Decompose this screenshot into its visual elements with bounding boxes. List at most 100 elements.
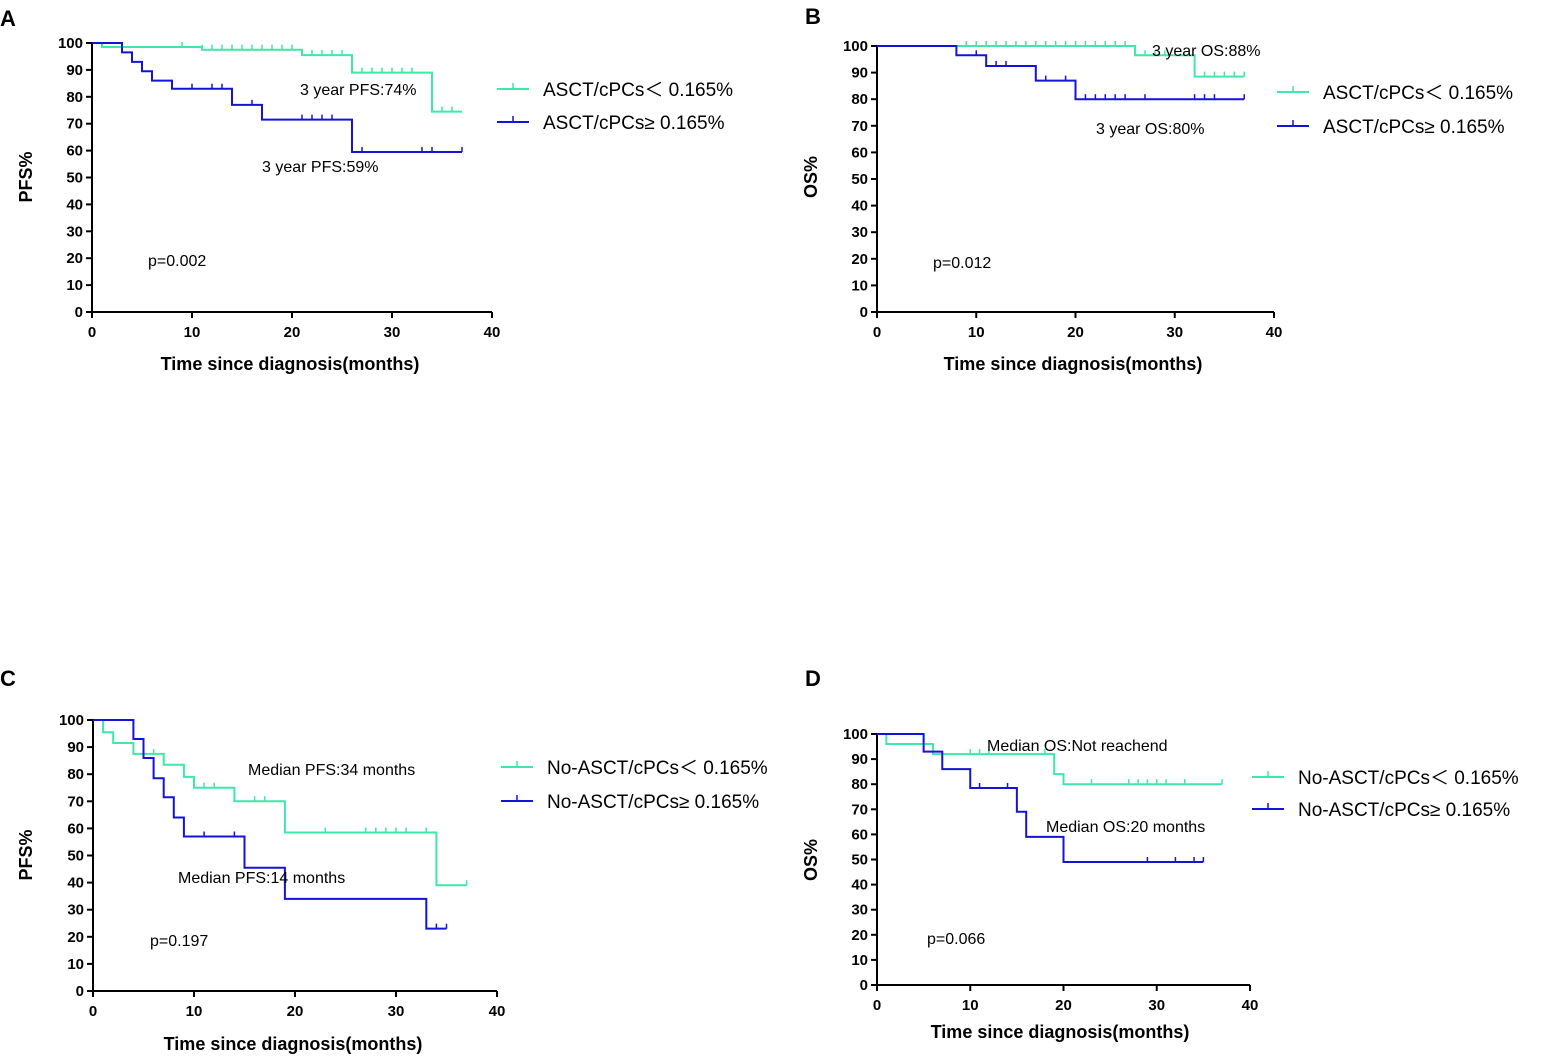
panel-letter: D — [805, 666, 821, 691]
x-tick-label: 10 — [962, 997, 979, 1014]
y-tick-label: 80 — [851, 91, 868, 108]
x-axis-title: Time since diagnosis(months) — [164, 1034, 423, 1054]
y-tick-label: 10 — [851, 277, 868, 294]
x-tick-label: 10 — [968, 324, 985, 341]
y-tick-label: 10 — [851, 952, 868, 969]
y-tick-label: 70 — [66, 116, 83, 133]
legend-label-low: ASCT/cPCs＜ 0.165% — [543, 80, 733, 101]
x-tick-label: 10 — [186, 1003, 203, 1020]
y-axis-title: PFS% — [16, 151, 36, 202]
y-tick-label: 0 — [76, 983, 84, 1000]
x-axis-title: Time since diagnosis(months) — [161, 354, 420, 374]
panel-letter: A — [0, 6, 16, 31]
panel-letter: B — [805, 4, 821, 29]
y-tick-label: 70 — [67, 793, 84, 810]
panel-c: C 0 10 20 30 40 50 60 70 80 90 100 0 10 20 30 40 Time sin… — [0, 666, 768, 1054]
panel-a: A 0 10 20 30 40 50 60 70 80 90 100 0 10 20 30 40 Time sin… — [0, 6, 733, 374]
km-curve-high — [92, 42, 462, 153]
y-tick-label: 60 — [67, 820, 84, 837]
panel-d: D 0 10 20 30 40 50 60 70 80 90 100 0 10 20 30 40 Time sin… — [801, 666, 1519, 1042]
y-tick-label: 50 — [67, 848, 84, 865]
legend-label-high: No-ASCT/cPCs≥ 0.165% — [547, 792, 759, 813]
y-tick-label: 60 — [851, 144, 868, 161]
annotation-low: Median OS:Not reachend — [987, 738, 1168, 755]
y-tick-label: 100 — [58, 35, 83, 52]
x-tick-label: 30 — [388, 1003, 405, 1020]
p-value: p=0.002 — [148, 253, 206, 270]
y-tick-label: 70 — [851, 118, 868, 135]
y-tick-label: 100 — [59, 712, 84, 729]
y-tick-label: 40 — [66, 196, 83, 213]
y-tick-label: 90 — [851, 751, 868, 768]
legend-label-low: ASCT/cPCs＜ 0.165% — [1323, 83, 1513, 104]
x-tick-label: 0 — [89, 1003, 97, 1020]
y-tick-label: 0 — [860, 304, 868, 321]
y-tick-label: 60 — [851, 826, 868, 843]
y-tick-label: 20 — [67, 929, 84, 946]
y-tick-label: 60 — [66, 143, 83, 160]
y-tick-label: 20 — [851, 251, 868, 268]
y-tick-label: 100 — [843, 726, 868, 743]
x-axis-title: Time since diagnosis(months) — [931, 1022, 1190, 1042]
annotation-high: Median OS:20 months — [1046, 819, 1205, 836]
p-value: p=0.197 — [150, 933, 208, 950]
x-tick-label: 40 — [1242, 997, 1259, 1014]
y-tick-label: 50 — [66, 170, 83, 187]
annotation-low: 3 year OS:88% — [1152, 43, 1261, 60]
legend-label-high: No-ASCT/cPCs≥ 0.165% — [1298, 800, 1510, 821]
y-tick-label: 30 — [851, 224, 868, 241]
y-tick-label: 40 — [67, 875, 84, 892]
y-tick-label: 0 — [75, 304, 83, 321]
y-tick-label: 30 — [67, 902, 84, 919]
km-curve-high — [877, 733, 1204, 864]
y-tick-label: 0 — [860, 977, 868, 994]
legend-label-low: No-ASCT/cPCs＜ 0.165% — [1298, 768, 1519, 789]
y-tick-label: 70 — [851, 801, 868, 818]
x-tick-label: 20 — [1067, 324, 1084, 341]
km-curve-low — [93, 719, 467, 887]
y-tick-label: 80 — [67, 766, 84, 783]
x-tick-label: 10 — [184, 324, 201, 341]
x-tick-label: 0 — [88, 324, 96, 341]
y-tick-label: 90 — [851, 65, 868, 82]
y-tick-label: 80 — [66, 89, 83, 106]
y-tick-label: 40 — [851, 198, 868, 215]
km-curve-high — [877, 45, 1245, 101]
x-tick-label: 20 — [287, 1003, 304, 1020]
y-tick-label: 100 — [843, 38, 868, 55]
x-tick-label: 0 — [873, 324, 881, 341]
y-axis-title: PFS% — [16, 829, 36, 880]
y-tick-label: 90 — [66, 62, 83, 79]
x-tick-label: 40 — [484, 324, 501, 341]
y-tick-label: 50 — [851, 171, 868, 188]
y-tick-label: 80 — [851, 776, 868, 793]
x-tick-label: 30 — [1148, 997, 1165, 1014]
x-tick-label: 40 — [489, 1003, 506, 1020]
annotation-high: 3 year OS:80% — [1096, 121, 1205, 138]
x-tick-label: 20 — [284, 324, 301, 341]
annotation-low: 3 year PFS:74% — [300, 82, 417, 99]
panel-letter: C — [0, 666, 16, 691]
km-curve-low — [92, 42, 462, 113]
x-tick-label: 30 — [1166, 324, 1183, 341]
p-value: p=0.012 — [933, 255, 991, 272]
x-tick-label: 40 — [1266, 324, 1283, 341]
legend-label-high: ASCT/cPCs≥ 0.165% — [543, 113, 725, 134]
x-tick-label: 20 — [1055, 997, 1072, 1014]
km-curve-high — [93, 719, 447, 930]
y-tick-label: 40 — [851, 877, 868, 894]
x-tick-label: 0 — [873, 997, 881, 1014]
km-curve-low — [877, 733, 1223, 786]
x-axis-title: Time since diagnosis(months) — [944, 354, 1203, 374]
y-tick-label: 20 — [66, 250, 83, 267]
y-tick-label: 30 — [851, 902, 868, 919]
x-tick-label: 30 — [384, 324, 401, 341]
annotation-high: Median PFS:14 months — [178, 870, 345, 887]
y-axis-title: OS% — [801, 839, 821, 881]
legend-label-high: ASCT/cPCs≥ 0.165% — [1323, 117, 1505, 138]
y-tick-label: 20 — [851, 927, 868, 944]
y-axis-title: OS% — [801, 156, 821, 198]
y-tick-label: 10 — [66, 277, 83, 294]
annotation-high: 3 year PFS:59% — [262, 159, 379, 176]
